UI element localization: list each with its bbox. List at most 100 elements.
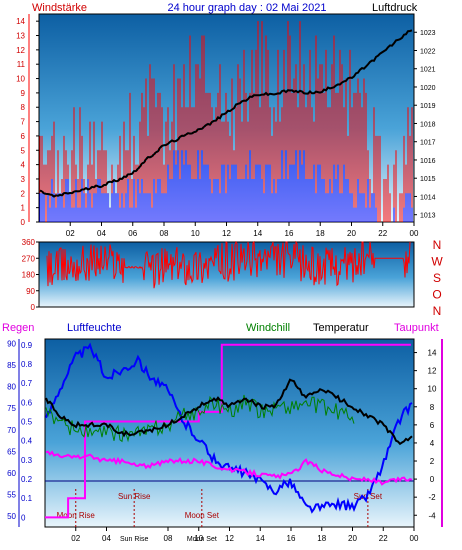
wind-tick-label: 14: [16, 17, 25, 26]
wind-axis-title: Windstärke: [32, 2, 87, 14]
temp-tick-label: -4: [428, 511, 436, 520]
humidity-tick-label: 80: [7, 383, 16, 392]
event-label: Sun Set: [354, 492, 383, 501]
x-tick-label: 00: [410, 229, 419, 238]
x-tick-label: 16: [287, 534, 296, 543]
temp-y-ticks: -4 -2 0 2 4 6 8 10 12 14: [414, 339, 443, 527]
x-tick-label: 04: [102, 534, 111, 543]
rain-tick-label: 0: [21, 513, 26, 522]
pressure-line: [39, 29, 413, 198]
pressure-tick-label: 1016: [420, 158, 436, 165]
rain-tick-label: 0.2: [21, 475, 33, 484]
wind-tick-label: 5: [21, 146, 26, 155]
temp-tick-label: 6: [430, 421, 435, 430]
wind-tick-label: 1: [21, 204, 26, 213]
dewpoint-legend: Taupunkt: [394, 322, 439, 334]
x-tick-label: 12: [225, 534, 234, 543]
x-tick-label: 18: [316, 229, 325, 238]
compass-label: W: [431, 255, 443, 269]
wind-tick-label: 2: [21, 189, 26, 198]
wind-tick-label: 11: [17, 60, 26, 69]
x-tick-label: 20: [347, 229, 356, 238]
x-tick-label: 08: [164, 534, 173, 543]
event-label: Sun Rise: [118, 492, 151, 501]
x-tick-label: 08: [160, 229, 169, 238]
humidity-tick-label: 70: [7, 426, 16, 435]
humidity-tick-label: 50: [7, 512, 16, 521]
direction-y-ticks: 0 90 180 270 360: [22, 238, 39, 312]
wind-x-ticks: 02 04 06 08 10 12 14 16 18 20 22 00: [66, 222, 419, 238]
event-label: Moon Set: [185, 511, 220, 520]
humidity-legend: Luftfeuchte: [67, 322, 121, 334]
rain-y-ticks: 0 0.1 0.2 0.3 0.4 0.5 0.6 0.7 0.8 0.9: [21, 341, 33, 523]
rain-legend: Regen: [2, 322, 34, 334]
event-label: Sun Rise: [120, 536, 149, 543]
chart-title: 24 hour graph day : 02 Mai 2021: [167, 2, 326, 14]
degree-tick-label: 0: [31, 303, 36, 312]
wind-tick-label: 8: [21, 103, 26, 112]
temp-tick-label: 10: [428, 385, 437, 394]
x-tick-label: 00: [410, 534, 419, 543]
humidity-line: [45, 342, 413, 514]
x-tick-label: 10: [191, 229, 200, 238]
humidity-tick-label: 60: [7, 469, 16, 478]
temp-tick-label: 0: [430, 475, 435, 484]
pressure-y-ticks: 1013 1014 1015 1016 1017 1018 1019 1020 1021 1022…: [414, 30, 436, 220]
degree-tick-label: 270: [22, 254, 36, 263]
x-tick-label: 06: [128, 229, 137, 238]
wind-tick-label: 4: [21, 161, 26, 170]
x-tick-label: 20: [348, 534, 357, 543]
temp-tick-label: 4: [430, 439, 435, 448]
compass-label: N: [433, 304, 442, 318]
pressure-axis-title: Luftdruck: [372, 2, 418, 14]
wind-tick-label: 3: [21, 175, 26, 184]
pressure-tick-label: 1014: [420, 194, 436, 201]
humidity-tick-label: 55: [7, 491, 16, 500]
temp-tick-label: 12: [428, 367, 437, 376]
x-tick-label: 02: [66, 229, 75, 238]
temperature-line: [45, 378, 413, 446]
x-tick-label: 14: [253, 229, 262, 238]
compass-label: N: [433, 238, 442, 252]
x-tick-label: 14: [256, 534, 265, 543]
x-tick-label: 12: [222, 229, 231, 238]
rain-tick-label: 0.4: [21, 437, 33, 446]
rain-tick-label: 0.9: [21, 341, 33, 350]
rain-tick-label: 0.1: [21, 494, 33, 503]
windchill-legend: Windchill: [246, 322, 290, 334]
wind-tick-label: 9: [21, 89, 26, 98]
event-label: Moon Rise: [57, 511, 96, 520]
astronomy-annotations: Moon Rise Sun Rise Moon Set Sun Set Sun Rise…: [57, 489, 383, 543]
humidity-temperature-panel: Regen Luftfeuchte Windchill Temperatur T…: [2, 322, 443, 543]
degree-tick-label: 360: [22, 238, 36, 247]
pressure-tick-label: 1018: [420, 121, 436, 128]
wind-tick-label: 0: [21, 218, 26, 227]
wind-tick-label: 13: [16, 32, 25, 41]
direction-line: [46, 240, 411, 289]
x-tick-label: 22: [378, 229, 387, 238]
degree-tick-label: 180: [22, 271, 36, 280]
pressure-tick-label: 1015: [420, 176, 436, 183]
temp-tick-label: 8: [430, 403, 435, 412]
x-tick-label: 16: [285, 229, 294, 238]
humidity-tick-label: 75: [7, 404, 16, 413]
pressure-tick-label: 1019: [420, 103, 436, 110]
rain-tick-label: 0.6: [21, 398, 33, 407]
rain-tick-label: 0.8: [21, 360, 33, 369]
wind-tick-label: 6: [21, 132, 26, 141]
x-tick-label: 04: [97, 229, 106, 238]
x-tick-label: 10: [194, 534, 203, 543]
avg-wind-series: [39, 150, 413, 222]
x-tick-label: 02: [71, 534, 80, 543]
wind-tick-label: 12: [16, 46, 25, 55]
humidity-tick-label: 85: [7, 361, 16, 370]
rain-tick-label: 0.5: [21, 417, 33, 426]
event-label: Moon Set: [187, 536, 217, 543]
wind-tick-label: 7: [21, 118, 26, 127]
pressure-tick-label: 1023: [420, 30, 436, 37]
pressure-tick-label: 1013: [420, 213, 436, 220]
compass-label: O: [432, 288, 441, 302]
